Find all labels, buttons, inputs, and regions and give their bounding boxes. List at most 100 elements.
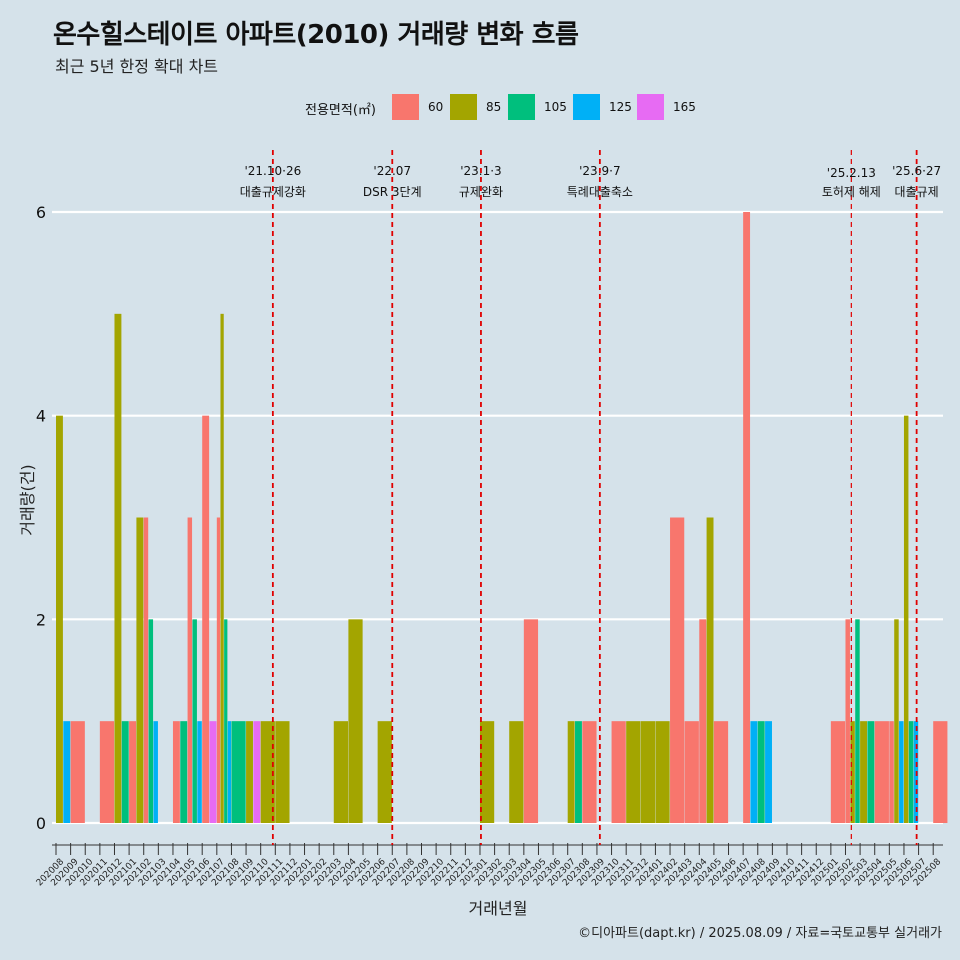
y-tick-label-2: 2 xyxy=(36,610,46,629)
bar-202008-85 xyxy=(56,415,63,823)
legend-title: 전용면적(㎡) xyxy=(305,103,376,118)
bar-202012-85 xyxy=(114,313,122,823)
bar-202505-85 xyxy=(894,619,899,823)
bar-202106-60 xyxy=(202,415,210,823)
bar-202502-60 xyxy=(845,619,850,823)
legend-item-60: 60 xyxy=(392,94,443,120)
legend-label-165: 165 xyxy=(673,100,696,114)
bar-202311-85 xyxy=(626,721,641,823)
legend-label-125: 125 xyxy=(609,100,632,114)
bar-202107-125 xyxy=(227,721,232,823)
legend-item-165: 165 xyxy=(637,94,696,120)
bar-202105-105 xyxy=(192,619,197,823)
bar-202506-85 xyxy=(903,415,909,823)
event-label-5: 대출규제 xyxy=(895,185,939,199)
y-axis-title: 거래량(건) xyxy=(18,464,37,535)
legend-swatch-60 xyxy=(392,94,419,120)
bar-202106-165 xyxy=(209,721,217,823)
bar-202506-105 xyxy=(908,721,914,823)
bar-202206-85 xyxy=(377,721,392,823)
bar-202505-60 xyxy=(889,721,894,823)
bar-202109-165 xyxy=(253,721,261,823)
bar-202501-60 xyxy=(830,721,846,823)
bar-202108-105 xyxy=(231,721,246,823)
y-tick-label-6: 6 xyxy=(36,203,46,222)
bar-202402-60 xyxy=(670,517,685,823)
x-axis-title: 거래년월 xyxy=(469,899,528,918)
bar-202508-60 xyxy=(933,721,948,823)
legend-swatch-165 xyxy=(637,94,664,120)
bar-202504-60 xyxy=(874,721,889,823)
bar-202408-105 xyxy=(757,721,765,823)
event-date-5: '25.6·27 xyxy=(892,164,941,178)
bar-202304-60 xyxy=(523,619,539,823)
bar-202107-105 xyxy=(224,619,228,823)
bar-202405-60 xyxy=(713,721,729,823)
bar-202204-85 xyxy=(348,619,363,823)
bar-202203-85 xyxy=(333,721,348,823)
bar-202101-85 xyxy=(136,517,144,823)
bar-202012-105 xyxy=(121,721,129,823)
bar-202301-85 xyxy=(479,721,495,823)
legend-label-105: 105 xyxy=(544,100,567,114)
bar-202105-60 xyxy=(187,517,193,823)
bar-202110-85 xyxy=(260,721,275,823)
legend-swatch-125 xyxy=(573,94,600,120)
event-date-3: '23.9·7 xyxy=(579,164,620,178)
bar-202404-85 xyxy=(706,517,714,823)
bar-202310-60 xyxy=(611,721,626,823)
caption: ©디아파트(dapt.kr) / 2025.08.09 / 자료=국토교통부 실… xyxy=(578,926,942,941)
bar-202011-60 xyxy=(99,721,115,823)
chart-subtitle: 최근 5년 한정 확대 차트 xyxy=(55,57,219,76)
bar-202101-60 xyxy=(129,721,137,823)
bar-202407-125 xyxy=(750,721,758,823)
legend: 전용면적(㎡) 60 85 105 125 165 xyxy=(0,94,960,120)
legend-item-105: 105 xyxy=(508,94,567,120)
chart-title: 온수힐스테이트 아파트(2010) 거래량 변화 흐름 xyxy=(53,20,579,50)
bar-202102-105 xyxy=(148,619,154,823)
event-label-1: DSR 3단계 xyxy=(363,185,422,199)
event-date-2: '23.1·3 xyxy=(460,164,501,178)
bar-202008-125 xyxy=(63,721,71,823)
bar-202502-85 xyxy=(850,721,855,823)
bar-202407-60 xyxy=(743,212,751,823)
bar-202307-85 xyxy=(567,721,575,823)
bar-202503-105 xyxy=(867,721,875,823)
bar-202104-60 xyxy=(172,721,180,823)
legend-label-60: 60 xyxy=(428,100,444,114)
bar-202403-60 xyxy=(684,721,699,823)
bar-202307-105 xyxy=(575,721,582,823)
event-label-4: 토허제 해제 xyxy=(822,185,881,199)
bar-202111-85 xyxy=(275,721,290,823)
bar-202401-85 xyxy=(655,721,670,823)
legend-swatch-85 xyxy=(450,94,477,120)
y-tick-label-4: 4 xyxy=(36,407,46,426)
bar-202102-60 xyxy=(143,517,149,823)
bar-202107-85 xyxy=(220,313,224,823)
bar-202107-60 xyxy=(216,517,221,823)
event-date-1: '22.07 xyxy=(373,164,411,178)
y-tick-label-0: 0 xyxy=(36,814,46,833)
event-label-3: 특례대출축소 xyxy=(567,185,633,199)
bar-202312-85 xyxy=(640,721,656,823)
legend-item-85: 85 xyxy=(450,94,501,120)
event-label-0: 대출규제강화 xyxy=(240,185,306,199)
legend-label-85: 85 xyxy=(486,100,502,114)
legend-item-125: 125 xyxy=(573,94,632,120)
bar-202105-125 xyxy=(197,721,202,823)
bar-202303-85 xyxy=(509,721,524,823)
event-date-0: '21.10·26 xyxy=(244,164,301,178)
bar-202404-60 xyxy=(699,619,707,823)
bar-202009-60 xyxy=(70,721,85,823)
bar-202505-125 xyxy=(899,721,904,823)
bar-202308-60 xyxy=(582,721,597,823)
event-date-4: '25.2.13 xyxy=(827,166,876,180)
bar-202503-85 xyxy=(860,721,868,823)
legend-swatch-105 xyxy=(508,94,535,120)
event-label-2: 규제완화 xyxy=(459,185,503,199)
bar-202102-125 xyxy=(153,721,158,823)
bar-202502-105 xyxy=(855,619,860,823)
bar-202104-105 xyxy=(180,721,188,823)
bar-202109-85 xyxy=(246,721,253,823)
